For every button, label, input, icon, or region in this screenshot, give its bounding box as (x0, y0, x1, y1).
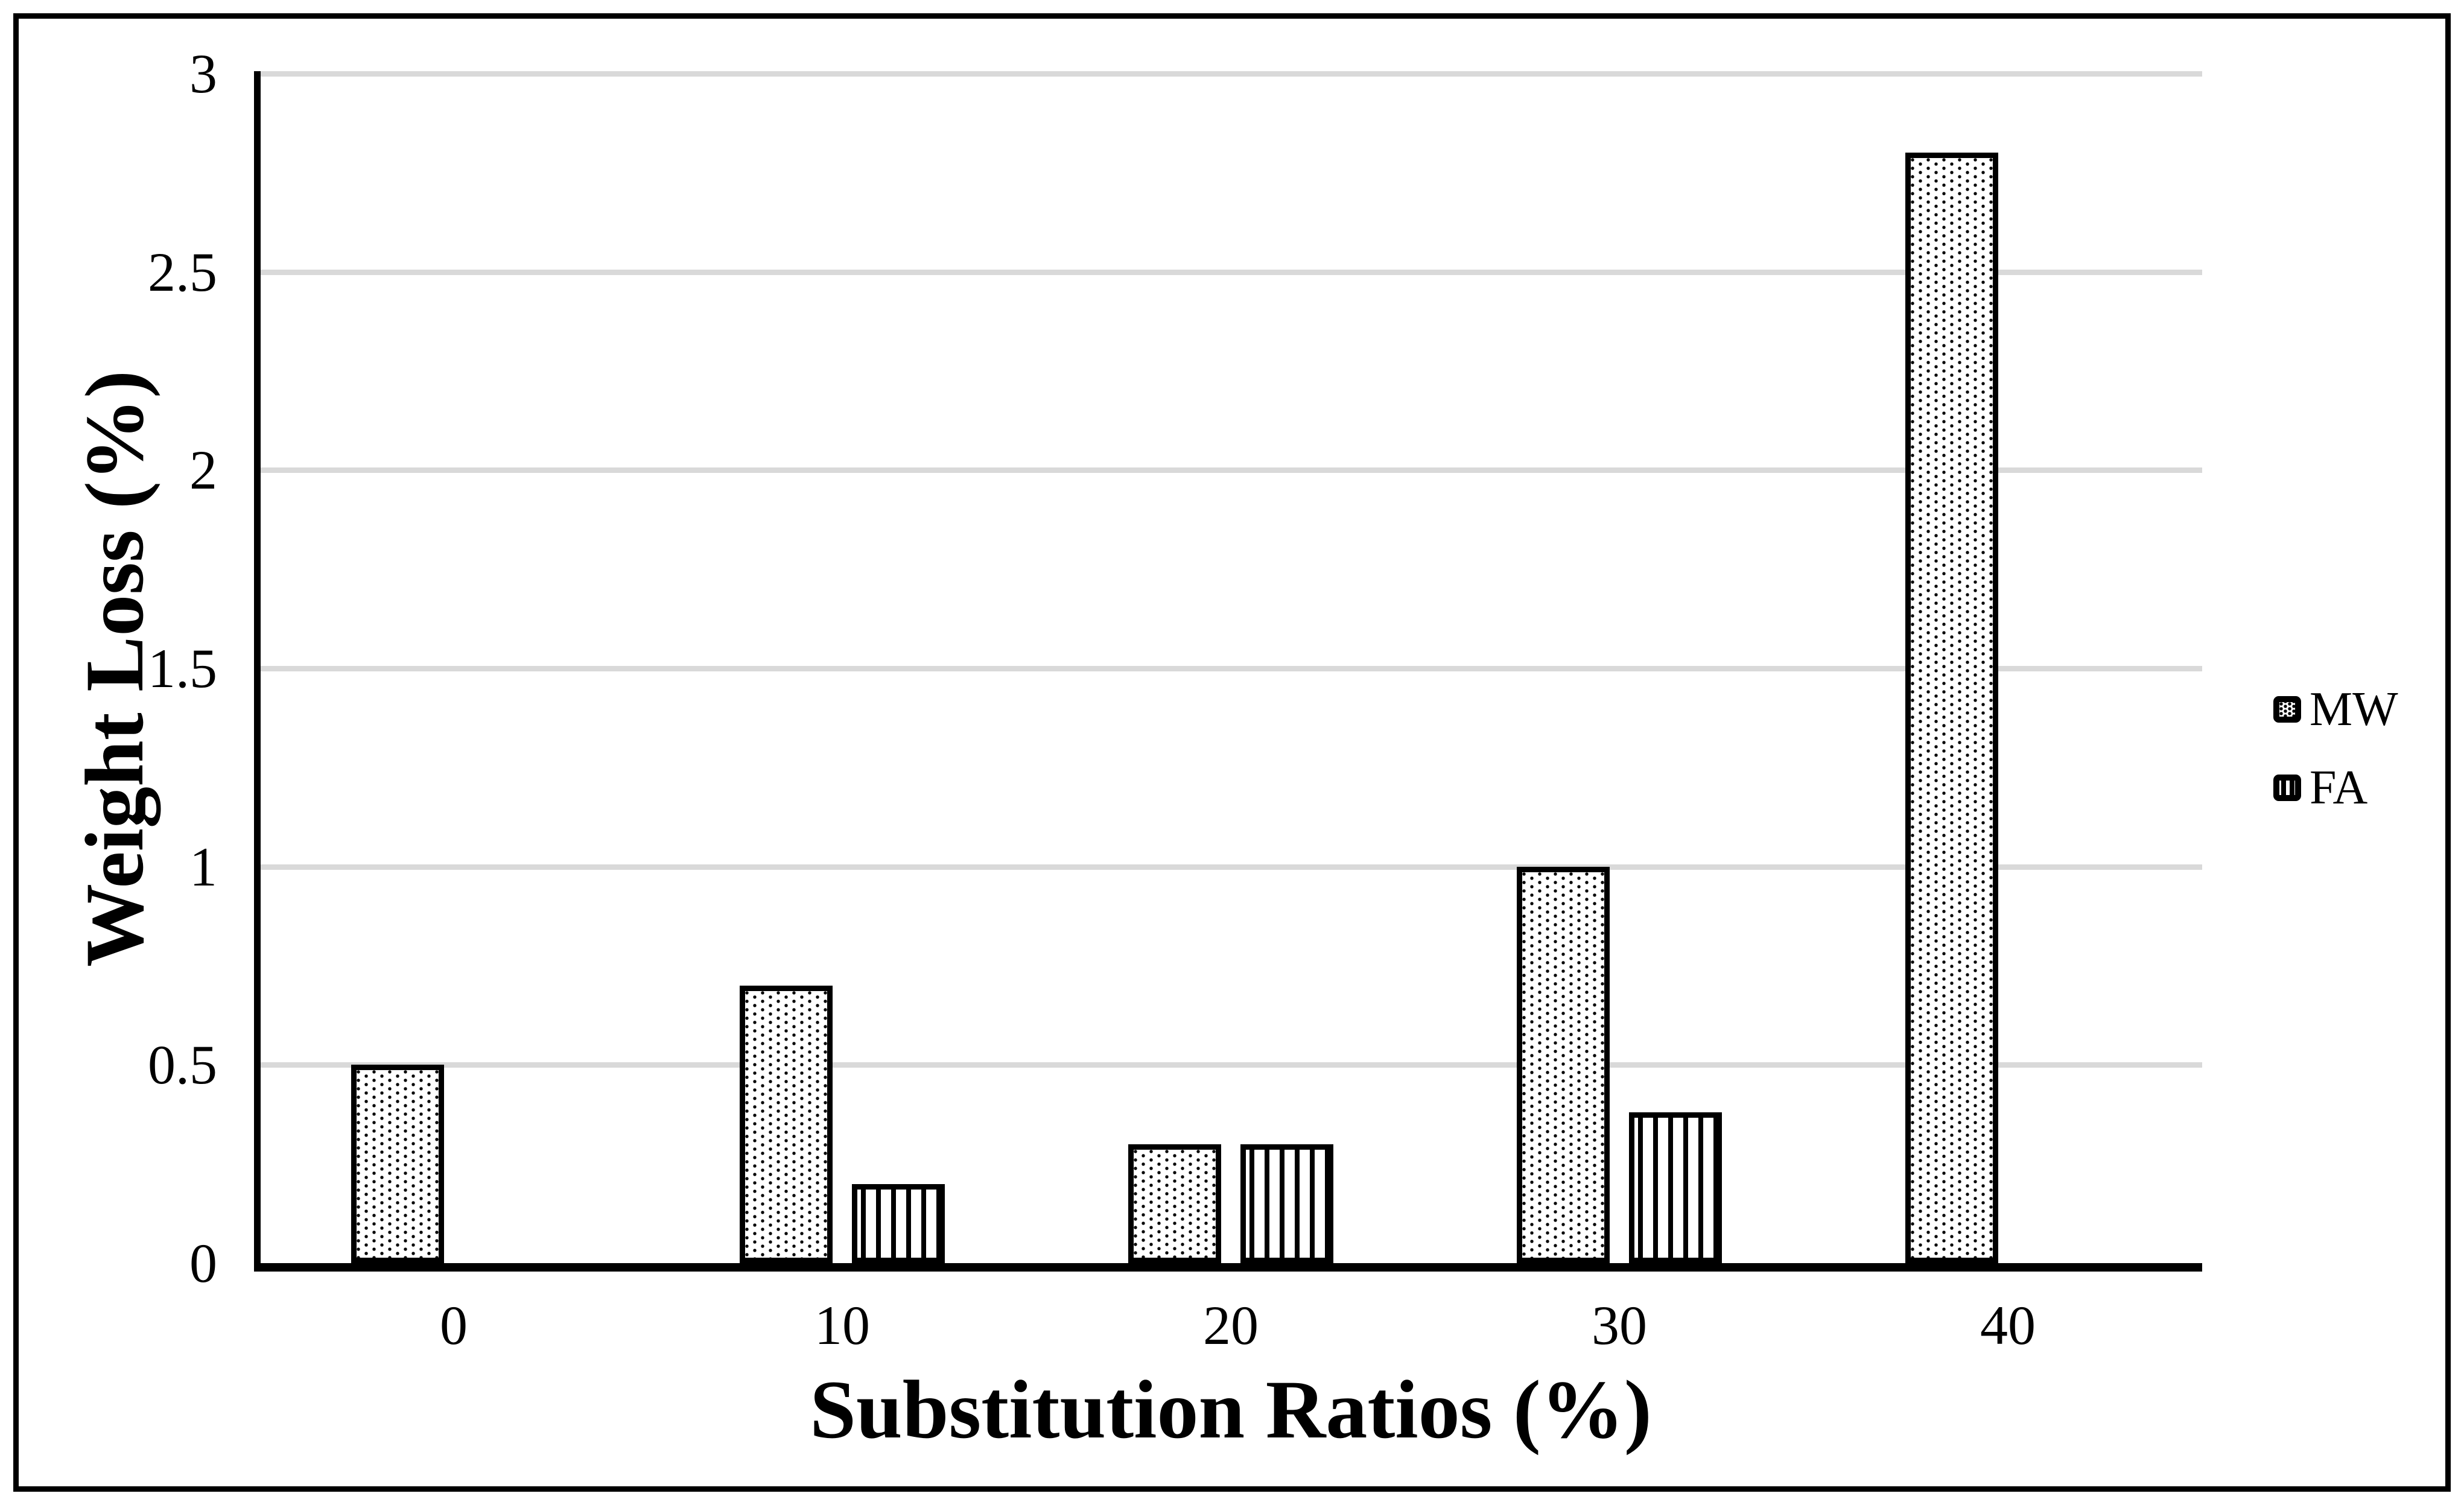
plot-area (259, 71, 2202, 1263)
gridline-y-1 (259, 864, 2202, 870)
y-axis-line (254, 71, 261, 1272)
gridline-y-3 (259, 71, 2202, 77)
y-tick-label: 0 (189, 1232, 217, 1294)
bar-fa-20 (1240, 1144, 1333, 1263)
gridline-y-2.5 (259, 269, 2202, 275)
y-tick-label: 2.5 (148, 241, 217, 303)
y-tick-label: 1.5 (148, 638, 217, 699)
legend-item-fa: FA (2273, 764, 2398, 812)
y-tick-label: 3 (189, 43, 217, 104)
bar-fa-30 (1629, 1112, 1722, 1263)
y-tick-label: 1 (189, 835, 217, 898)
bar-mw-30 (1517, 867, 1610, 1263)
bar-mw-0 (351, 1065, 444, 1263)
legend-label: FA (2310, 761, 2368, 814)
bar-mw-10 (740, 986, 833, 1263)
gridline-y-1.5 (259, 666, 2202, 671)
x-tick-label: 10 (814, 1294, 870, 1356)
x-tick-label: 20 (1203, 1294, 1259, 1356)
legend-label: MW (2310, 683, 2398, 736)
figure-border (13, 13, 2451, 1492)
legend-item-mw: MW (2273, 685, 2398, 733)
gridline-y-0.5 (259, 1062, 2202, 1068)
x-axis-line (254, 1263, 2202, 1272)
legend-swatch-mw (2273, 696, 2301, 723)
x-tick-label: 30 (1592, 1294, 1647, 1356)
legend: MW FA (2273, 685, 2398, 851)
y-tick-label: 0.5 (148, 1034, 217, 1096)
bar-mw-20 (1128, 1144, 1221, 1263)
x-tick-label: 40 (1980, 1294, 2036, 1356)
bar-fa-10 (852, 1184, 945, 1263)
x-axis-title: Substitution Ratios (%) (810, 1363, 1652, 1456)
bar-mw-40 (1905, 153, 1998, 1263)
x-tick-label: 0 (440, 1294, 468, 1356)
y-tick-label: 2 (189, 439, 217, 501)
gridline-y-2 (259, 467, 2202, 474)
legend-swatch-fa (2273, 775, 2301, 801)
